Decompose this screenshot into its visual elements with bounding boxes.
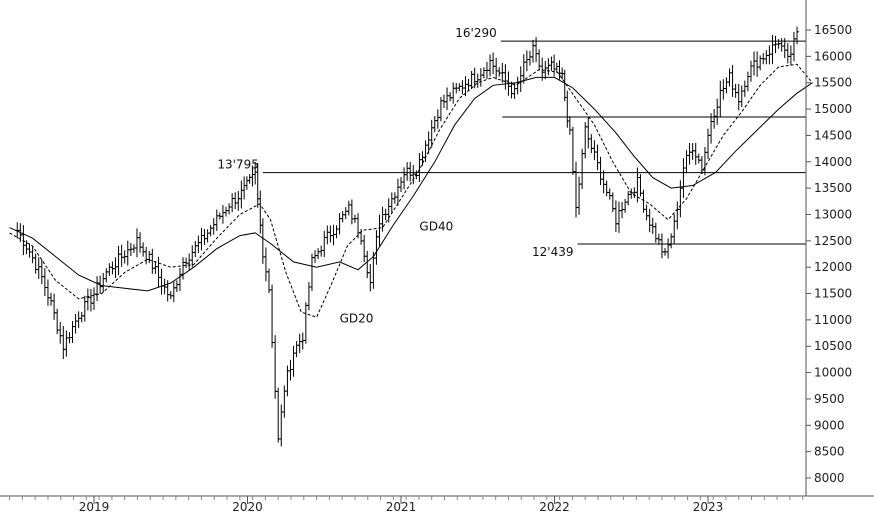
level-label: 16'290 bbox=[455, 26, 496, 40]
y-tick-label: 8500 bbox=[814, 445, 845, 459]
x-tick-label: 2021 bbox=[386, 500, 417, 514]
y-tick-label: 14000 bbox=[814, 155, 852, 169]
y-tick-label: 8000 bbox=[814, 471, 845, 485]
y-tick-label: 13500 bbox=[814, 181, 852, 195]
x-tick-label: 2023 bbox=[693, 500, 724, 514]
y-tick-label: 10000 bbox=[814, 366, 852, 380]
y-tick-label: 13000 bbox=[814, 207, 852, 221]
y-tick-label: 10500 bbox=[814, 339, 852, 353]
y-tick-label: 9000 bbox=[814, 418, 845, 432]
level-label: 13'795 bbox=[217, 158, 258, 172]
y-tick-label: 15000 bbox=[814, 102, 852, 116]
ma-label: GD40 bbox=[419, 219, 453, 233]
annotations: 16'290 13'795 12'439 GD40 GD20 bbox=[217, 26, 573, 325]
y-tick-label: 11000 bbox=[814, 313, 852, 327]
y-tick-label: 15500 bbox=[814, 76, 852, 90]
x-tick-label: 2022 bbox=[539, 500, 570, 514]
horizontal-levels bbox=[262, 40, 806, 245]
x-axis: 2019 2020 2021 2022 2023 bbox=[0, 495, 874, 514]
price-series bbox=[15, 26, 800, 447]
ma-line-gd40 bbox=[9, 76, 813, 292]
y-tick-label: 16000 bbox=[814, 49, 852, 63]
moving-averages bbox=[9, 63, 813, 318]
y-tick-label: 9500 bbox=[814, 392, 845, 406]
y-tick-label: 11500 bbox=[814, 287, 852, 301]
y-tick-label: 16500 bbox=[814, 23, 852, 37]
ma-label: GD20 bbox=[340, 312, 374, 326]
ma-line-gd20 bbox=[9, 63, 813, 318]
y-tick-label: 12500 bbox=[814, 234, 852, 248]
y-tick-label: 12000 bbox=[814, 260, 852, 274]
level-label: 12'439 bbox=[532, 245, 573, 259]
x-tick-label: 2020 bbox=[232, 500, 263, 514]
y-axis: 16500 16000 15500 15000 14500 14000 13500 13000… bbox=[805, 0, 852, 496]
y-tick-label: 14500 bbox=[814, 128, 852, 142]
x-tick-label: 2019 bbox=[79, 500, 110, 514]
